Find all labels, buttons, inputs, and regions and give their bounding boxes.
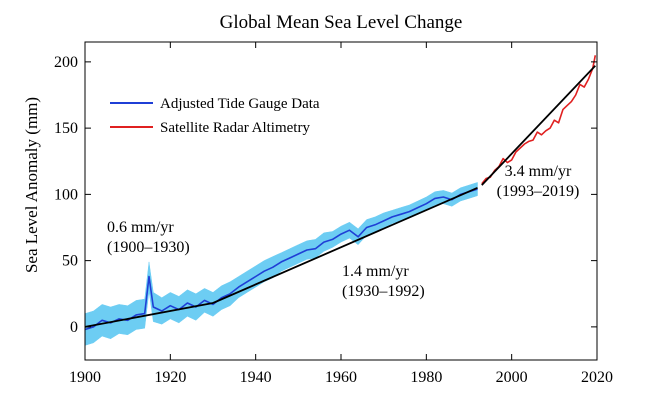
trend-period-label-1: (1900–1930) xyxy=(107,239,190,256)
tide-gauge-series-line xyxy=(84,188,478,331)
y-tick-label-50: 50 xyxy=(62,253,78,270)
axis-ticks: 1900 1920 1940 1960 1980 2000 2020 0 50 100 150 200 xyxy=(54,42,613,386)
x-tick-label-2000: 2000 xyxy=(496,369,528,386)
y-tick-label-150: 150 xyxy=(54,120,78,137)
trend-line-3 xyxy=(481,65,596,186)
legend: Adjusted Tide Gauge Data Satellite Radar … xyxy=(110,96,320,136)
trend-rate-label-1: 0.6 mm/yr xyxy=(107,219,174,236)
x-tick-label-2020: 2020 xyxy=(581,369,613,386)
trend-rate-label-2: 1.4 mm/yr xyxy=(342,263,409,280)
legend-label-2: Satellite Radar Altimetry xyxy=(160,120,310,136)
chart-title: Global Mean Sea Level Change xyxy=(220,12,463,33)
x-tick-label-1900: 1900 xyxy=(69,369,101,386)
x-tick-label-1920: 1920 xyxy=(154,369,186,386)
trend-period-label-3: (1993–2019) xyxy=(497,183,580,200)
trend-line-2 xyxy=(212,186,478,304)
y-tick-label-0: 0 xyxy=(70,319,78,336)
x-tick-label-1980: 1980 xyxy=(410,369,442,386)
trend-period-label-2: (1930–1992) xyxy=(342,283,425,300)
trend-line-1 xyxy=(84,302,214,328)
y-tick-label-200: 200 xyxy=(54,54,78,71)
x-tick-label-1960: 1960 xyxy=(325,369,357,386)
y-axis-label: Sea Level Anomaly (mm) xyxy=(22,97,41,273)
plot-area xyxy=(84,55,597,346)
y-tick-label-100: 100 xyxy=(54,186,78,203)
trend-rate-label-3: 3.4 mm/yr xyxy=(505,163,572,180)
legend-label-1: Adjusted Tide Gauge Data xyxy=(160,96,320,112)
x-tick-label-1940: 1940 xyxy=(240,369,272,386)
satellite-altimetry-series-line xyxy=(481,55,597,185)
trend-annotations: 0.6 mm/yr (1900–1930) 1.4 mm/yr (1930–1992)… xyxy=(107,163,579,300)
